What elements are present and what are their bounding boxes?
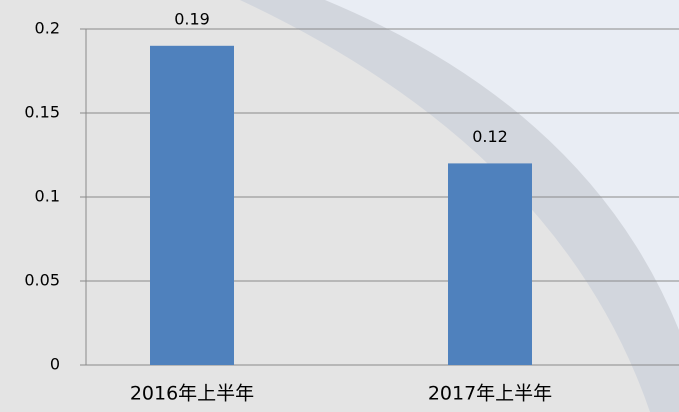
background-highlight bbox=[325, 0, 679, 330]
data-label: 0.19 bbox=[174, 9, 210, 28]
y-tick-label: 0.15 bbox=[24, 103, 60, 122]
y-tick-label: 0 bbox=[50, 355, 60, 374]
data-label: 0.12 bbox=[472, 127, 508, 146]
x-tick-label: 2017年上半年 bbox=[428, 383, 552, 405]
bar bbox=[448, 163, 532, 365]
y-tick-label: 0.05 bbox=[24, 271, 60, 290]
bar bbox=[150, 45, 234, 366]
y-tick-label: 0.2 bbox=[35, 19, 60, 38]
x-tick-label: 2016年上半年 bbox=[130, 383, 254, 405]
y-tick-label: 0.1 bbox=[35, 187, 60, 206]
